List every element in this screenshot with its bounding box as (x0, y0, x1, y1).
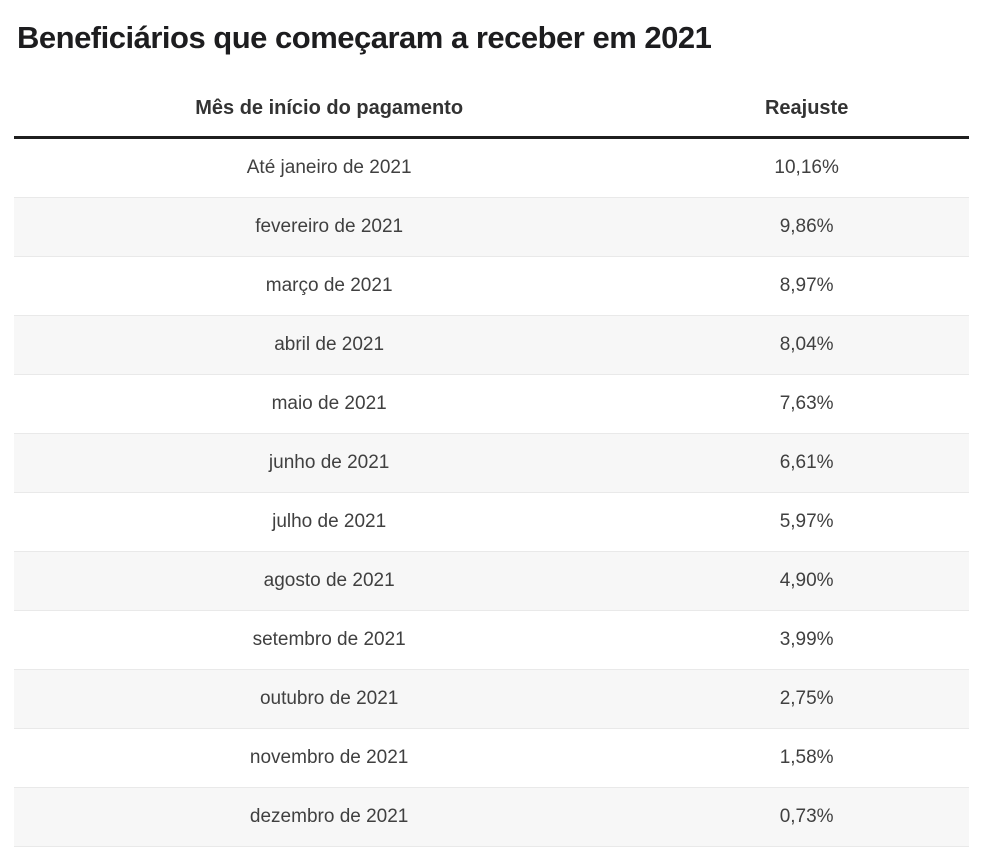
table-row: novembro de 2021 1,58% (14, 728, 969, 788)
adjustment-cell: 9,86% (779, 216, 834, 237)
adjustment-cell: 4,90% (779, 570, 834, 591)
column-header-adjustment: Reajuste (764, 97, 849, 119)
month-cell: outubro de 2021 (259, 688, 399, 709)
table-row: março de 2021 8,97% (14, 256, 969, 316)
page-title: Beneficiários que começaram a receber em… (17, 20, 712, 55)
table-row: agosto de 2021 4,90% (14, 551, 969, 611)
adjustment-cell: 3,99% (779, 629, 834, 650)
adjustment-cell: 0,73% (779, 806, 834, 827)
adjustment-cell: 6,61% (779, 452, 834, 473)
table-row: maio de 2021 7,63% (14, 374, 969, 434)
column-header-month: Mês de início do pagamento (195, 97, 464, 119)
adjustment-cell: 5,97% (779, 511, 834, 532)
month-cell: abril de 2021 (274, 334, 385, 355)
table-header-row: Mês de início do pagamento Reajuste (14, 71, 969, 138)
month-cell: Até janeiro de 2021 (246, 157, 412, 178)
month-cell: novembro de 2021 (249, 747, 409, 768)
month-cell: dezembro de 2021 (249, 806, 409, 827)
table-row: setembro de 2021 3,99% (14, 610, 969, 670)
month-cell: março de 2021 (265, 275, 393, 296)
month-cell: julho de 2021 (272, 511, 387, 532)
adjustment-cell: 8,97% (779, 275, 834, 296)
adjustment-cell: 7,63% (779, 393, 834, 414)
table-row: fevereiro de 2021 9,86% (14, 197, 969, 257)
table-row: outubro de 2021 2,75% (14, 669, 969, 729)
month-cell: maio de 2021 (271, 393, 387, 414)
adjustment-cell: 8,04% (779, 334, 834, 355)
adjustment-cell: 10,16% (774, 157, 839, 178)
table-row: dezembro de 2021 0,73% (14, 787, 969, 847)
table-row: Até janeiro de 2021 10,16% (14, 137, 969, 198)
adjustment-cell: 1,58% (779, 747, 834, 768)
month-cell: fevereiro de 2021 (255, 216, 404, 237)
adjustment-cell: 2,75% (779, 688, 834, 709)
month-cell: agosto de 2021 (263, 570, 395, 591)
month-cell: setembro de 2021 (252, 629, 406, 650)
table-row: julho de 2021 5,97% (14, 492, 969, 552)
table-row: junho de 2021 6,61% (14, 433, 969, 493)
reajuste-table: Mês de início do pagamento Reajuste Até … (14, 71, 969, 847)
table-row: abril de 2021 8,04% (14, 315, 969, 375)
month-cell: junho de 2021 (268, 452, 390, 473)
